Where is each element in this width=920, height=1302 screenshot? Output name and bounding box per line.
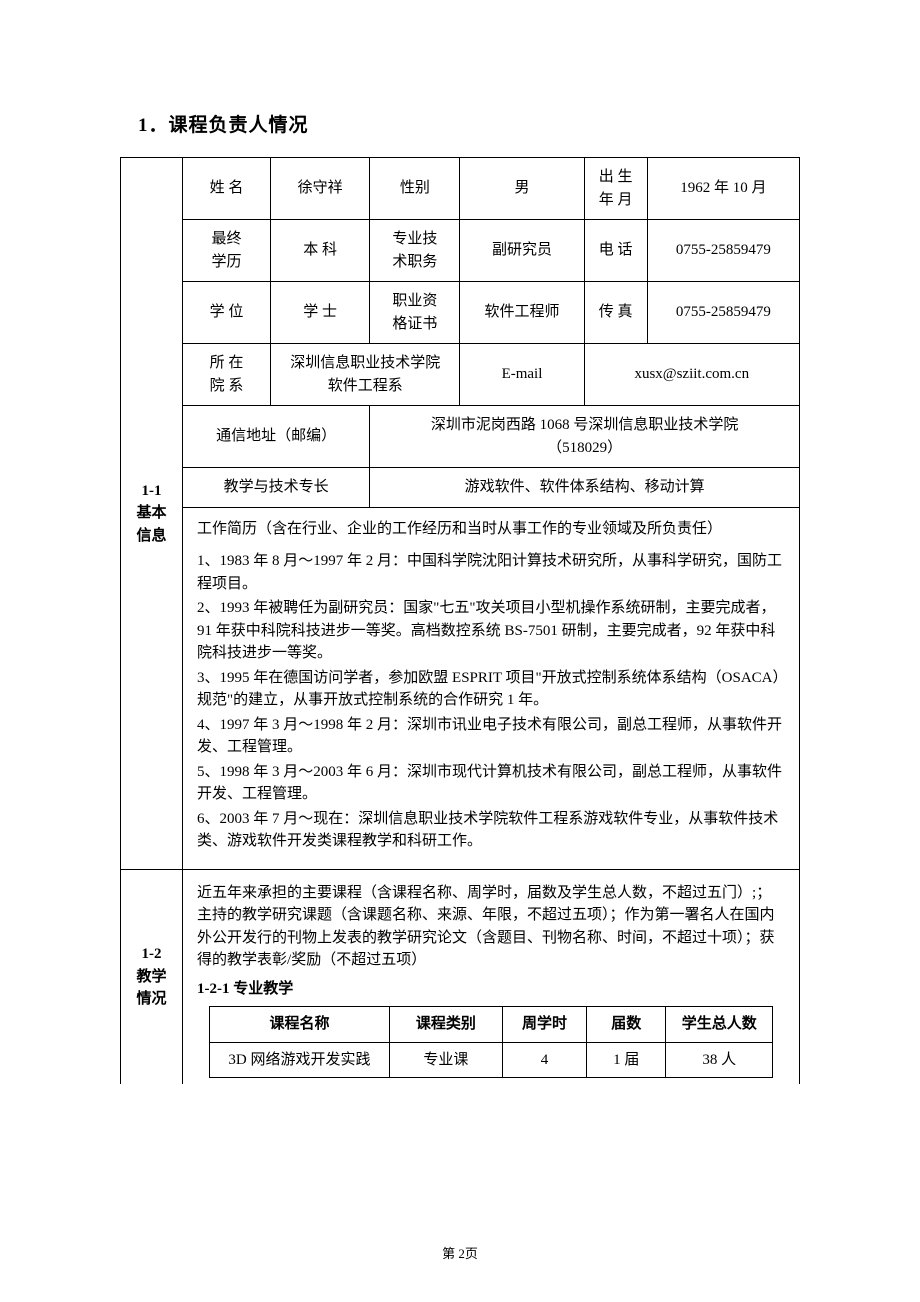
page-number: 第 2页 [0, 1243, 920, 1262]
resume-item: 3、1995 年在德国访问学者，参加欧盟 ESPRIT 项目"开放式控制系统体系… [197, 667, 785, 712]
value-edu: 本 科 [271, 220, 370, 282]
table-row: 3D 网络游戏开发实践 专业课 4 1 届 38 人 [209, 1042, 772, 1078]
label-degree: 学 位 [183, 282, 271, 344]
teaching-cell: 近五年来承担的主要课程（含课程名称、周学时，届数及学生总人数，不超过五门）;；主… [183, 869, 800, 1084]
label-edu: 最终 学历 [183, 220, 271, 282]
value-email: xusx@sziit.com.cn [584, 344, 799, 406]
col-course-type: 课程类别 [390, 1007, 503, 1043]
side-label-1-1: 1-1 基本 信息 [121, 158, 183, 870]
section-title: 1．课程负责人情况 [138, 110, 800, 137]
label-address: 通信地址（邮编） [183, 406, 370, 468]
teaching-subhead: 1-2-1 专业教学 [197, 978, 785, 1001]
value-address: 深圳市泥岗西路 1068 号深圳信息职业技术学院 （518029） [370, 406, 800, 468]
cell-sessions: 1 届 [587, 1042, 666, 1078]
col-students: 学生总人数 [666, 1007, 773, 1043]
cell-course-type: 专业课 [390, 1042, 503, 1078]
value-degree: 学 士 [271, 282, 370, 344]
label-dept: 所 在 院 系 [183, 344, 271, 406]
value-fax: 0755-25859479 [647, 282, 799, 344]
value-dept: 深圳信息职业技术学院 软件工程系 [271, 344, 460, 406]
label-gender: 性别 [370, 158, 460, 220]
col-sessions: 届数 [587, 1007, 666, 1043]
resume-item: 5、1998 年 3 月～2003 年 6 月：深圳市现代计算机技术有限公司，副… [197, 761, 785, 806]
teaching-intro: 近五年来承担的主要课程（含课程名称、周学时，届数及学生总人数，不超过五门）;；主… [197, 882, 785, 972]
value-cert: 软件工程师 [460, 282, 584, 344]
table-header-row: 课程名称 课程类别 周学时 届数 学生总人数 [209, 1007, 772, 1043]
resume-body: 1、1983 年 8 月～1997 年 2 月：中国科学院沈阳计算技术研究所，从… [183, 544, 800, 869]
side-label-1-2: 1-2 教学 情况 [121, 869, 183, 1084]
cell-course-name: 3D 网络游戏开发实践 [209, 1042, 389, 1078]
col-course-name: 课程名称 [209, 1007, 389, 1043]
label-specialty: 教学与技术专长 [183, 468, 370, 508]
resume-header: 工作简历（含在行业、企业的工作经历和当时从事工作的专业领域及所负责任） [183, 507, 800, 544]
value-specialty: 游戏软件、软件体系结构、移动计算 [370, 468, 800, 508]
cell-students: 38 人 [666, 1042, 773, 1078]
value-name: 徐守祥 [271, 158, 370, 220]
resume-item: 2、1993 年被聘任为副研究员：国家"七五"攻关项目小型机操作系统研制，主要完… [197, 597, 785, 665]
label-fax: 传 真 [584, 282, 647, 344]
label-name: 姓 名 [183, 158, 271, 220]
document-page: 1．课程负责人情况 1-1 基本 信息 姓 名 徐守祥 性别 男 出 生 年 月… [0, 0, 920, 1302]
course-table: 课程名称 课程类别 周学时 届数 学生总人数 3D 网络游戏开发实践 专业课 4… [209, 1006, 773, 1078]
resume-item: 6、2003 年 7 月～现在：深圳信息职业技术学院软件工程系游戏软件专业，从事… [197, 808, 785, 853]
value-birth: 1962 年 10 月 [647, 158, 799, 220]
label-cert: 职业资 格证书 [370, 282, 460, 344]
resume-item: 4、1997 年 3 月～1998 年 2 月：深圳市讯业电子技术有限公司，副总… [197, 714, 785, 759]
value-gender: 男 [460, 158, 584, 220]
label-phone: 电 话 [584, 220, 647, 282]
label-protitle: 专业技 术职务 [370, 220, 460, 282]
col-hours: 周学时 [502, 1007, 587, 1043]
label-email: E-mail [460, 344, 584, 406]
label-birth: 出 生 年 月 [584, 158, 647, 220]
resume-item: 1、1983 年 8 月～1997 年 2 月：中国科学院沈阳计算技术研究所，从… [197, 550, 785, 595]
cell-hours: 4 [502, 1042, 587, 1078]
value-phone: 0755-25859479 [647, 220, 799, 282]
value-protitle: 副研究员 [460, 220, 584, 282]
form-table: 1-1 基本 信息 姓 名 徐守祥 性别 男 出 生 年 月 1962 年 10… [120, 157, 800, 1084]
